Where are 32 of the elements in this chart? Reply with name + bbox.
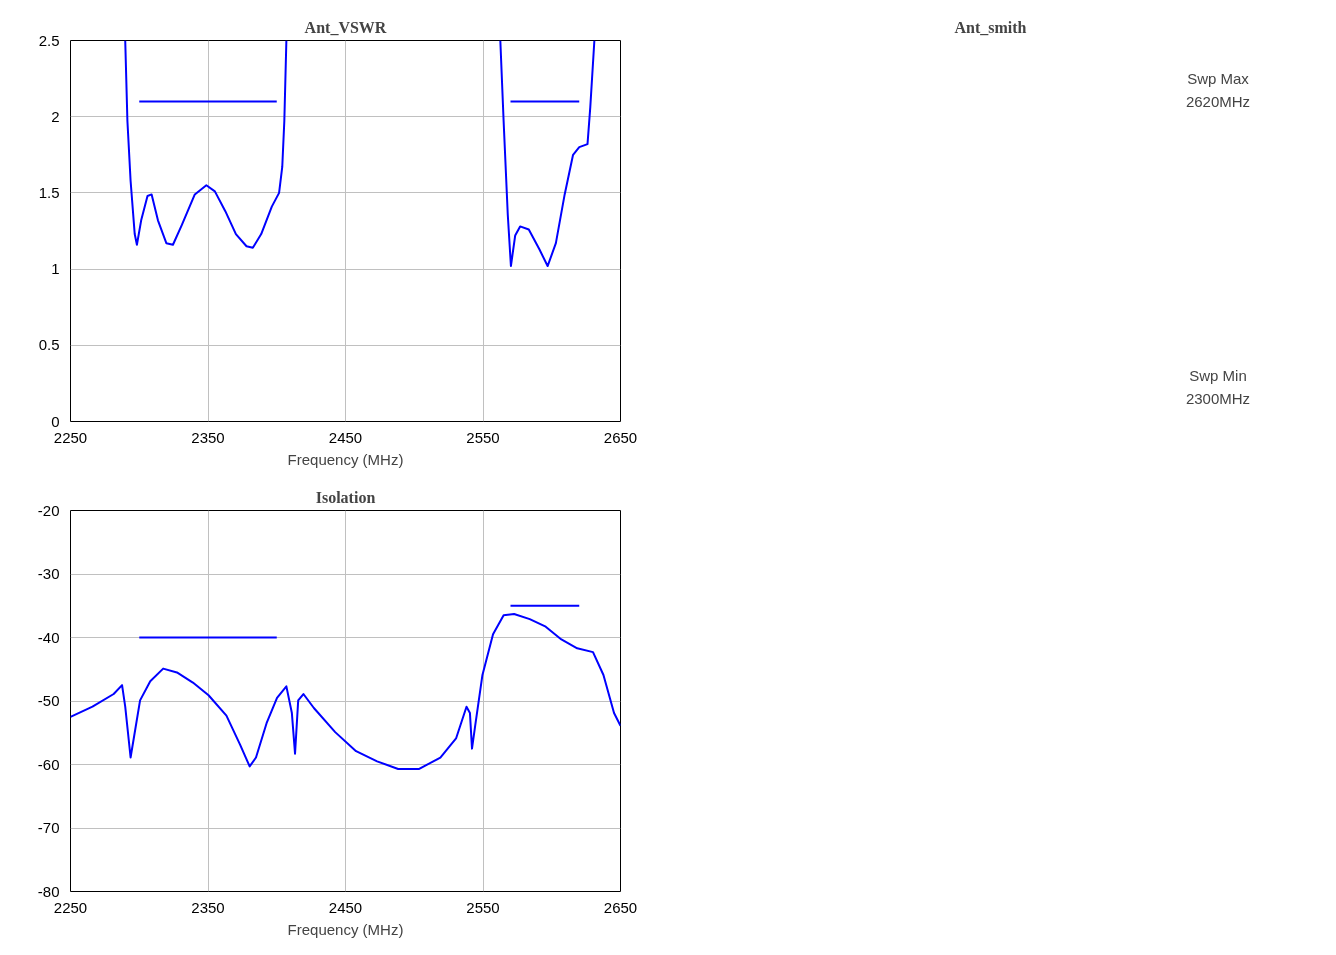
y-tick-label: 0.5	[38, 336, 60, 354]
text: Swp Max	[1187, 70, 1250, 88]
y-tick-label: -70	[37, 819, 60, 836]
y-tick-label: 2	[51, 107, 60, 125]
y-tick-label: -30	[37, 565, 60, 582]
x-tick-label: 2550	[466, 898, 500, 916]
chart-title: Ant_VSWR	[304, 18, 387, 36]
x-axis-title: Frequency (MHz)	[287, 920, 404, 938]
text: Ant_smith	[954, 18, 1027, 36]
x-tick-label: 2250	[53, 428, 88, 446]
text: 2300MHz	[1185, 390, 1251, 408]
y-tick-label: -20	[37, 501, 60, 519]
x-tick-label: 2450	[328, 428, 363, 446]
y-tick-label: 1	[51, 260, 60, 278]
y-tick-label: -60	[37, 755, 60, 773]
y-tick-label: 0	[51, 412, 60, 430]
y-tick-label: 1.5	[38, 183, 60, 201]
y-tick-label: -80	[37, 882, 60, 900]
x-tick-label: 2250	[53, 898, 88, 916]
x-tick-label: 2350	[191, 428, 225, 446]
chart-title: Isolation	[315, 488, 376, 506]
y-tick-label: -50	[37, 692, 60, 709]
text: 2620MHz	[1185, 92, 1251, 110]
x-axis-title: Frequency (MHz)	[287, 450, 404, 468]
text: Swp Min	[1189, 367, 1247, 385]
y-tick-label: 2.5	[38, 31, 60, 49]
y-tick-label: -40	[37, 628, 60, 646]
x-tick-label: 2350	[191, 898, 225, 916]
x-tick-label: 2650	[603, 428, 638, 446]
x-tick-label: 2650	[603, 898, 638, 916]
x-tick-label: 2450	[328, 898, 363, 916]
x-tick-label: 2550	[466, 428, 500, 446]
